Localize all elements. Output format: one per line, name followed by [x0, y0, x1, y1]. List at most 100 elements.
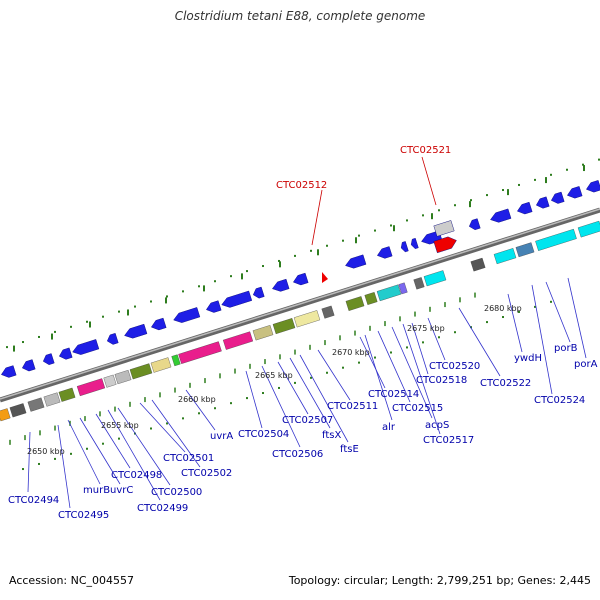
gene-block-shape [272, 318, 296, 335]
gene-arrow-forward-shape [106, 333, 119, 345]
gene-label-ctc02494[interactable]: CTC02494 [8, 495, 59, 506]
gene-label-uvrc[interactable]: uvrC [110, 485, 133, 496]
gene-arrow-forward-shape [124, 323, 148, 339]
gc-dot [358, 361, 360, 364]
gc-dot [278, 386, 280, 389]
gene-label-ctc02495[interactable]: CTC02495 [58, 510, 109, 521]
gc-dot [22, 341, 24, 344]
gene-label-ctc02499[interactable]: CTC02499 [137, 503, 188, 514]
leader-line [299, 354, 349, 443]
gene-block-shape [171, 354, 181, 367]
gc-dot [246, 397, 248, 400]
leader-line [27, 431, 31, 493]
gene-block-reverse [423, 270, 447, 287]
gene-arrow-forward [410, 237, 419, 249]
leader-line [402, 323, 441, 435]
gene-block-shape [376, 284, 402, 302]
gene-label-ctc02515[interactable]: CTC02515 [392, 403, 443, 414]
gene-block-shape [413, 277, 425, 290]
gene-block-shape [43, 392, 61, 407]
leader-line [107, 409, 161, 501]
gene-label-ctc02511[interactable]: CTC02511 [327, 401, 378, 412]
gene-label-ctc02520[interactable]: CTC02520 [429, 361, 480, 372]
gene-label-ctc02524[interactable]: CTC02524 [534, 395, 585, 406]
leader-line [421, 156, 437, 206]
genome-summary-text: Topology: circular; Length: 2,799,251 bp… [288, 574, 591, 587]
gene-arrow-forward-shape [410, 237, 419, 249]
label-leader-lines [27, 156, 587, 509]
gene-arrow-grey [433, 220, 455, 237]
gene-label-ctc02522[interactable]: CTC02522 [480, 378, 531, 389]
leader-line [427, 317, 446, 361]
gene-label-ctc02518[interactable]: CTC02518 [416, 375, 467, 386]
gene-label-alr[interactable]: alr [382, 422, 396, 433]
gene-block-shape [398, 282, 408, 295]
gene-arrow-forward [468, 218, 481, 231]
gene-label-ctc02521[interactable]: CTC02521 [400, 145, 451, 156]
gene-arrow-forward-shape [206, 300, 222, 313]
gene-label-pora[interactable]: porA [574, 359, 598, 370]
gene-arrow-forward-shape [252, 286, 265, 299]
gene-label-ftsx[interactable]: ftsX [322, 430, 341, 441]
gene-label-uvra[interactable]: uvrA [210, 431, 233, 442]
gene-block-reverse [171, 354, 181, 367]
gene-arrow-forward-shape [468, 218, 481, 231]
gc-dot [374, 356, 376, 359]
gene-label-porb[interactable]: porB [554, 343, 578, 354]
gene-arrow-forward-shape [151, 317, 167, 331]
kbp-label: 2680 kbp [484, 304, 522, 313]
gene-arrow-forward [567, 186, 583, 199]
gene-arrow-forward-shape [1, 365, 17, 378]
leader-line [139, 402, 186, 453]
gene-label-ftse[interactable]: ftsE [340, 444, 359, 455]
gene-label-ctc02504[interactable]: CTC02504 [238, 429, 289, 440]
gene-block-reverse [76, 378, 106, 397]
gene-label-ctc02507[interactable]: CTC02507 [282, 415, 333, 426]
gc-dot [6, 346, 8, 349]
gene-arrow-forward [173, 307, 201, 323]
gc-dot [102, 315, 104, 318]
gene-label-ctc02512[interactable]: CTC02512 [276, 180, 327, 191]
gene-block-shape [0, 408, 11, 422]
gene-label-ctc02500[interactable]: CTC02500 [151, 487, 202, 498]
gene-label-ctc02502[interactable]: CTC02502 [181, 468, 232, 479]
gene-label-ctc02517[interactable]: CTC02517 [423, 435, 474, 446]
gene-block-reverse [222, 331, 254, 350]
gc-dot [230, 402, 232, 405]
gene-label-ctc02514[interactable]: CTC02514 [368, 389, 419, 400]
gc-dot [326, 371, 328, 374]
gene-label-murb[interactable]: murB [83, 485, 110, 496]
gene-block-shape [293, 310, 321, 328]
gene-block-reverse [364, 292, 378, 305]
gene-arrow-forward [72, 339, 100, 355]
leader-line [67, 419, 101, 485]
gene-arrow-forward [293, 272, 309, 286]
gc-dot [118, 437, 120, 440]
gc-dot [406, 219, 408, 222]
leader-line [531, 284, 553, 395]
gene-label-ctc02498[interactable]: CTC02498 [111, 470, 162, 481]
leader-line [411, 322, 429, 375]
gene-label-ctc02506[interactable]: CTC02506 [272, 449, 323, 460]
gene-block-reverse [129, 363, 153, 380]
gene-arrow-forward [377, 246, 393, 259]
gene-label-ctc02501[interactable]: CTC02501 [163, 453, 214, 464]
gene-label-acps[interactable]: acpS [425, 420, 449, 431]
gene-block-reverse [43, 392, 61, 407]
gene-arrow-forward [550, 191, 565, 204]
gene-arrow-forward-shape [567, 186, 583, 199]
leader-line [391, 326, 433, 419]
kbp-label: 2665 kbp [255, 371, 293, 380]
genome-backbone [0, 207, 600, 403]
gene-block-reverse [103, 374, 117, 388]
gene-block-shape [27, 397, 45, 412]
gene-arrow-forward [124, 323, 148, 339]
gene-block-shape [515, 242, 535, 258]
gene-arrow-forward [42, 353, 55, 365]
gene-label-ywdh[interactable]: ywdH [514, 353, 542, 364]
backbone-highlight [0, 208, 600, 400]
gene-block-shape [577, 220, 600, 238]
gene-block-shape [76, 378, 106, 397]
gene-arrow-forward [106, 333, 119, 345]
